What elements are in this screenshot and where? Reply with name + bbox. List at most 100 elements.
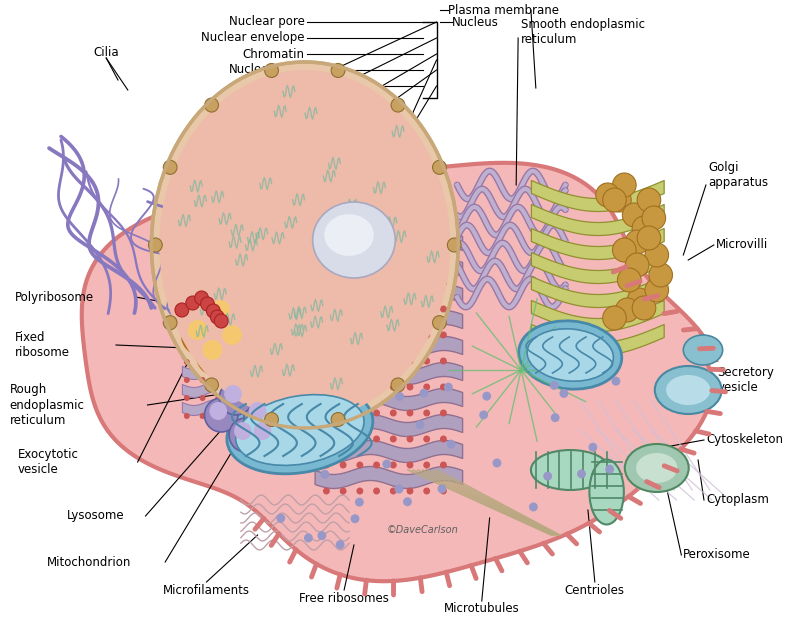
Circle shape: [423, 462, 430, 469]
Circle shape: [216, 320, 256, 360]
Circle shape: [201, 297, 214, 311]
Circle shape: [391, 98, 405, 112]
Circle shape: [355, 498, 364, 507]
Circle shape: [254, 422, 271, 440]
Text: Nucleus: Nucleus: [452, 16, 499, 29]
Circle shape: [394, 485, 403, 494]
Circle shape: [645, 278, 669, 302]
Circle shape: [205, 295, 244, 335]
Circle shape: [423, 384, 430, 391]
Circle shape: [231, 359, 237, 365]
Text: Plasma membrane: Plasma membrane: [448, 4, 559, 16]
Text: Cytoplasm: Cytoplasm: [706, 494, 769, 507]
Circle shape: [229, 418, 262, 452]
Circle shape: [613, 238, 636, 262]
Circle shape: [613, 173, 636, 197]
Ellipse shape: [151, 62, 458, 428]
Circle shape: [419, 389, 428, 397]
Circle shape: [406, 462, 414, 469]
Circle shape: [390, 487, 397, 494]
Ellipse shape: [527, 329, 614, 381]
Circle shape: [184, 341, 190, 347]
Circle shape: [323, 253, 330, 260]
Circle shape: [373, 487, 380, 494]
Circle shape: [340, 462, 346, 469]
Ellipse shape: [227, 386, 373, 474]
Circle shape: [214, 314, 228, 328]
Circle shape: [596, 183, 619, 207]
Circle shape: [642, 206, 666, 230]
Circle shape: [637, 188, 661, 212]
Circle shape: [184, 377, 190, 383]
Circle shape: [373, 409, 380, 416]
Circle shape: [340, 409, 346, 416]
Circle shape: [423, 409, 430, 416]
Circle shape: [323, 358, 330, 364]
Circle shape: [357, 409, 363, 416]
Circle shape: [423, 306, 430, 313]
Circle shape: [304, 534, 313, 542]
Circle shape: [440, 331, 447, 338]
Circle shape: [390, 358, 397, 364]
Circle shape: [244, 398, 278, 432]
Circle shape: [184, 359, 190, 365]
Circle shape: [215, 377, 222, 383]
Circle shape: [215, 395, 222, 401]
Circle shape: [163, 316, 177, 329]
Ellipse shape: [683, 335, 722, 365]
Circle shape: [395, 392, 404, 401]
Circle shape: [390, 306, 397, 313]
Circle shape: [373, 331, 380, 338]
Circle shape: [440, 436, 447, 442]
Circle shape: [222, 325, 242, 345]
Circle shape: [645, 243, 669, 267]
Circle shape: [340, 358, 346, 364]
Circle shape: [340, 384, 346, 391]
Circle shape: [608, 188, 631, 212]
Circle shape: [199, 395, 206, 401]
Circle shape: [323, 331, 330, 338]
Ellipse shape: [324, 214, 374, 256]
Circle shape: [331, 412, 345, 427]
Circle shape: [205, 398, 238, 432]
Circle shape: [323, 436, 330, 442]
Circle shape: [440, 409, 447, 416]
Circle shape: [373, 358, 380, 364]
Ellipse shape: [590, 459, 624, 525]
Circle shape: [188, 320, 207, 340]
Circle shape: [336, 540, 345, 549]
Circle shape: [440, 253, 447, 260]
Circle shape: [357, 331, 363, 338]
Circle shape: [415, 421, 425, 429]
Circle shape: [350, 514, 359, 524]
Circle shape: [199, 413, 206, 419]
Circle shape: [390, 331, 397, 338]
Circle shape: [194, 291, 209, 305]
Circle shape: [357, 436, 363, 442]
Circle shape: [265, 412, 278, 427]
Circle shape: [382, 459, 391, 469]
Circle shape: [182, 315, 222, 355]
Circle shape: [632, 216, 656, 240]
Circle shape: [231, 341, 237, 347]
Polygon shape: [82, 163, 716, 581]
Circle shape: [331, 64, 345, 77]
Circle shape: [615, 298, 639, 322]
Circle shape: [357, 487, 363, 494]
Circle shape: [611, 377, 620, 386]
Text: Nuclear pore: Nuclear pore: [229, 16, 305, 29]
Circle shape: [550, 381, 558, 390]
Ellipse shape: [636, 453, 678, 483]
Circle shape: [446, 440, 455, 449]
Circle shape: [390, 409, 397, 416]
Circle shape: [403, 497, 412, 506]
Ellipse shape: [313, 202, 395, 278]
Text: Cilia: Cilia: [94, 46, 119, 59]
Text: Centrioles: Centrioles: [565, 583, 625, 597]
Text: Lysosome: Lysosome: [67, 510, 125, 522]
Circle shape: [391, 378, 405, 392]
Circle shape: [197, 335, 236, 375]
Circle shape: [438, 484, 446, 494]
Circle shape: [215, 413, 222, 419]
Circle shape: [249, 418, 282, 452]
